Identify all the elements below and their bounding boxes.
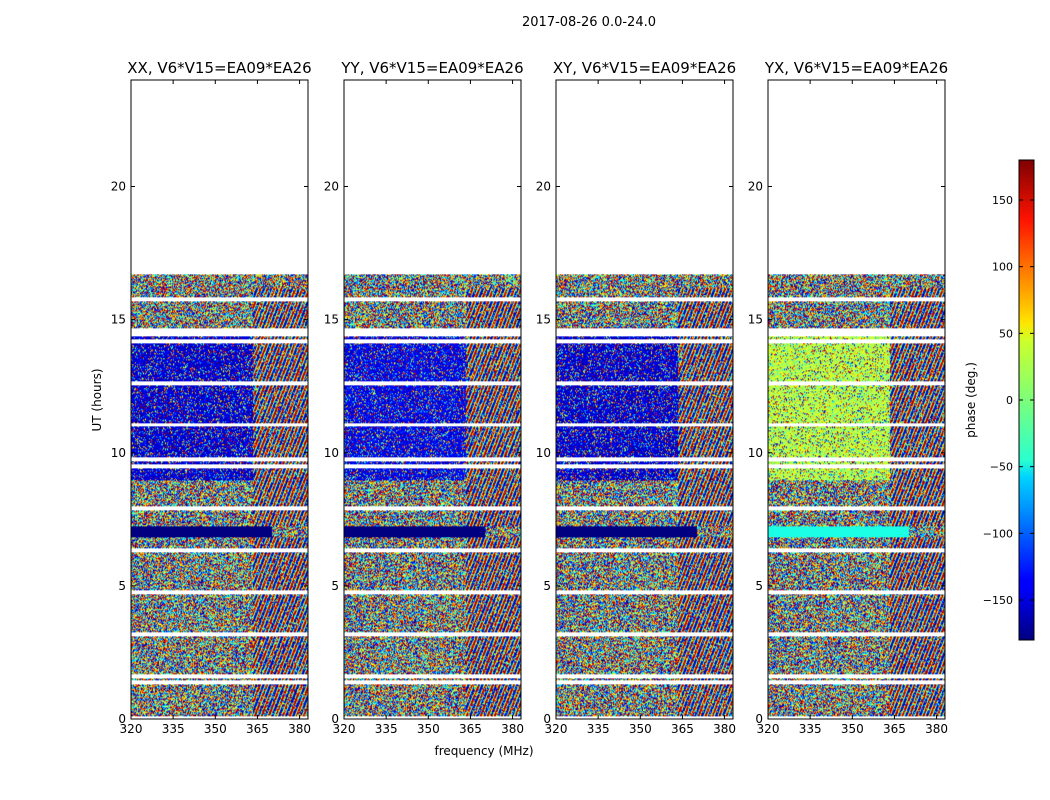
panel-title-2: XY, V6*V15=EA09*EA26 bbox=[553, 59, 736, 77]
colorbar-tick-label-1: 100 bbox=[992, 261, 1013, 274]
panel-frame-1 bbox=[343, 79, 522, 720]
colorbar-tick-label-5: −100 bbox=[983, 527, 1013, 540]
ytick-label-0-3: 15 bbox=[111, 313, 126, 327]
ytick-label-2-4: 20 bbox=[536, 180, 551, 194]
ytick-label-2-0: 0 bbox=[543, 712, 551, 726]
ytick-label-0-1: 5 bbox=[118, 579, 126, 593]
xtick-label-0-3: 365 bbox=[246, 722, 269, 736]
xtick-label-3-3: 365 bbox=[883, 722, 906, 736]
xtick-label-1-2: 350 bbox=[417, 722, 440, 736]
xtick-label-2-3: 365 bbox=[671, 722, 694, 736]
colorbar-tick-label-3: 0 bbox=[1006, 394, 1013, 407]
ytick-label-0-2: 10 bbox=[111, 446, 126, 460]
panel-2: XY, V6*V15=EA09*EA26 320 335 350 365 380 0 5 10 1… bbox=[536, 59, 736, 736]
panel-frame-3 bbox=[767, 79, 946, 720]
xtick-label-1-4: 380 bbox=[501, 722, 524, 736]
xtick-label-0-4: 380 bbox=[288, 722, 311, 736]
ytick-label-3-4: 20 bbox=[748, 180, 763, 194]
ytick-label-2-1: 5 bbox=[543, 579, 551, 593]
ylabel: UT (hours) bbox=[90, 368, 104, 431]
colorbar-tick-label-4: −50 bbox=[990, 461, 1013, 474]
xtick-label-1-3: 365 bbox=[459, 722, 482, 736]
xtick-label-3-1: 335 bbox=[799, 722, 822, 736]
ytick-label-3-2: 10 bbox=[748, 446, 763, 460]
ytick-label-2-3: 15 bbox=[536, 313, 551, 327]
ytick-label-1-3: 15 bbox=[324, 313, 339, 327]
xtick-label-2-1: 335 bbox=[587, 722, 610, 736]
xtick-label-3-4: 380 bbox=[925, 722, 948, 736]
ytick-label-3-3: 15 bbox=[748, 313, 763, 327]
ytick-label-1-4: 20 bbox=[324, 180, 339, 194]
xtick-label-0-1: 335 bbox=[162, 722, 185, 736]
xtick-label-2-0: 320 bbox=[545, 722, 568, 736]
panels: XX, V6*V15=EA09*EA26 320 335 350 365 380 0 5 10 1… bbox=[111, 59, 948, 736]
heatmap-image-2 bbox=[556, 274, 733, 720]
panel-frame-0 bbox=[130, 79, 309, 720]
xtick-label-3-0: 320 bbox=[757, 722, 780, 736]
xtick-label-1-0: 320 bbox=[333, 722, 356, 736]
xtick-label-2-2: 350 bbox=[629, 722, 652, 736]
ytick-label-2-2: 10 bbox=[536, 446, 551, 460]
colorbar-tick-label-6: −150 bbox=[983, 594, 1013, 607]
panel-title-1: YY, V6*V15=EA09*EA26 bbox=[340, 59, 523, 77]
ytick-label-0-4: 20 bbox=[111, 180, 126, 194]
panel-title-3: YX, V6*V15=EA09*EA26 bbox=[764, 59, 948, 77]
panel-frame-2 bbox=[555, 79, 734, 720]
panel-title-0: XX, V6*V15=EA09*EA26 bbox=[127, 59, 311, 77]
xtick-label-1-1: 335 bbox=[375, 722, 398, 736]
colorbar-tick-label-0: 150 bbox=[992, 194, 1013, 207]
ytick-label-3-1: 5 bbox=[755, 579, 763, 593]
ytick-label-3-0: 0 bbox=[755, 712, 763, 726]
xtick-label-0-0: 320 bbox=[120, 722, 143, 736]
panel-3: YX, V6*V15=EA09*EA26 320 335 350 365 380 0 5 10 1… bbox=[748, 59, 948, 736]
colorbar-ticks: 150 100 50 0 −50 −100 −150 bbox=[983, 194, 1034, 607]
heatmap-image-3 bbox=[768, 274, 945, 720]
xtick-label-3-2: 350 bbox=[841, 722, 864, 736]
xtick-label-2-4: 380 bbox=[713, 722, 736, 736]
figure-title: 2017-08-26 0.0-24.0 bbox=[522, 15, 656, 30]
colorbar-tick-label-2: 50 bbox=[999, 327, 1013, 340]
xlabel: frequency (MHz) bbox=[434, 744, 533, 758]
colorbar-label: phase (deg.) bbox=[964, 362, 978, 438]
ytick-label-1-1: 5 bbox=[331, 579, 339, 593]
heatmap-image-0 bbox=[131, 274, 308, 720]
ytick-label-0-0: 0 bbox=[118, 712, 126, 726]
panel-1: YY, V6*V15=EA09*EA26 320 335 350 365 380 0 5 10 1… bbox=[324, 59, 524, 736]
ytick-label-1-2: 10 bbox=[324, 446, 339, 460]
ytick-label-1-0: 0 bbox=[331, 712, 339, 726]
panel-0: XX, V6*V15=EA09*EA26 320 335 350 365 380 0 5 10 1… bbox=[111, 59, 312, 736]
heatmap-image-1 bbox=[344, 274, 521, 720]
colorbar: 150 100 50 0 −50 −100 −150 phase (deg.) bbox=[964, 159, 1035, 641]
xtick-label-0-2: 350 bbox=[204, 722, 227, 736]
